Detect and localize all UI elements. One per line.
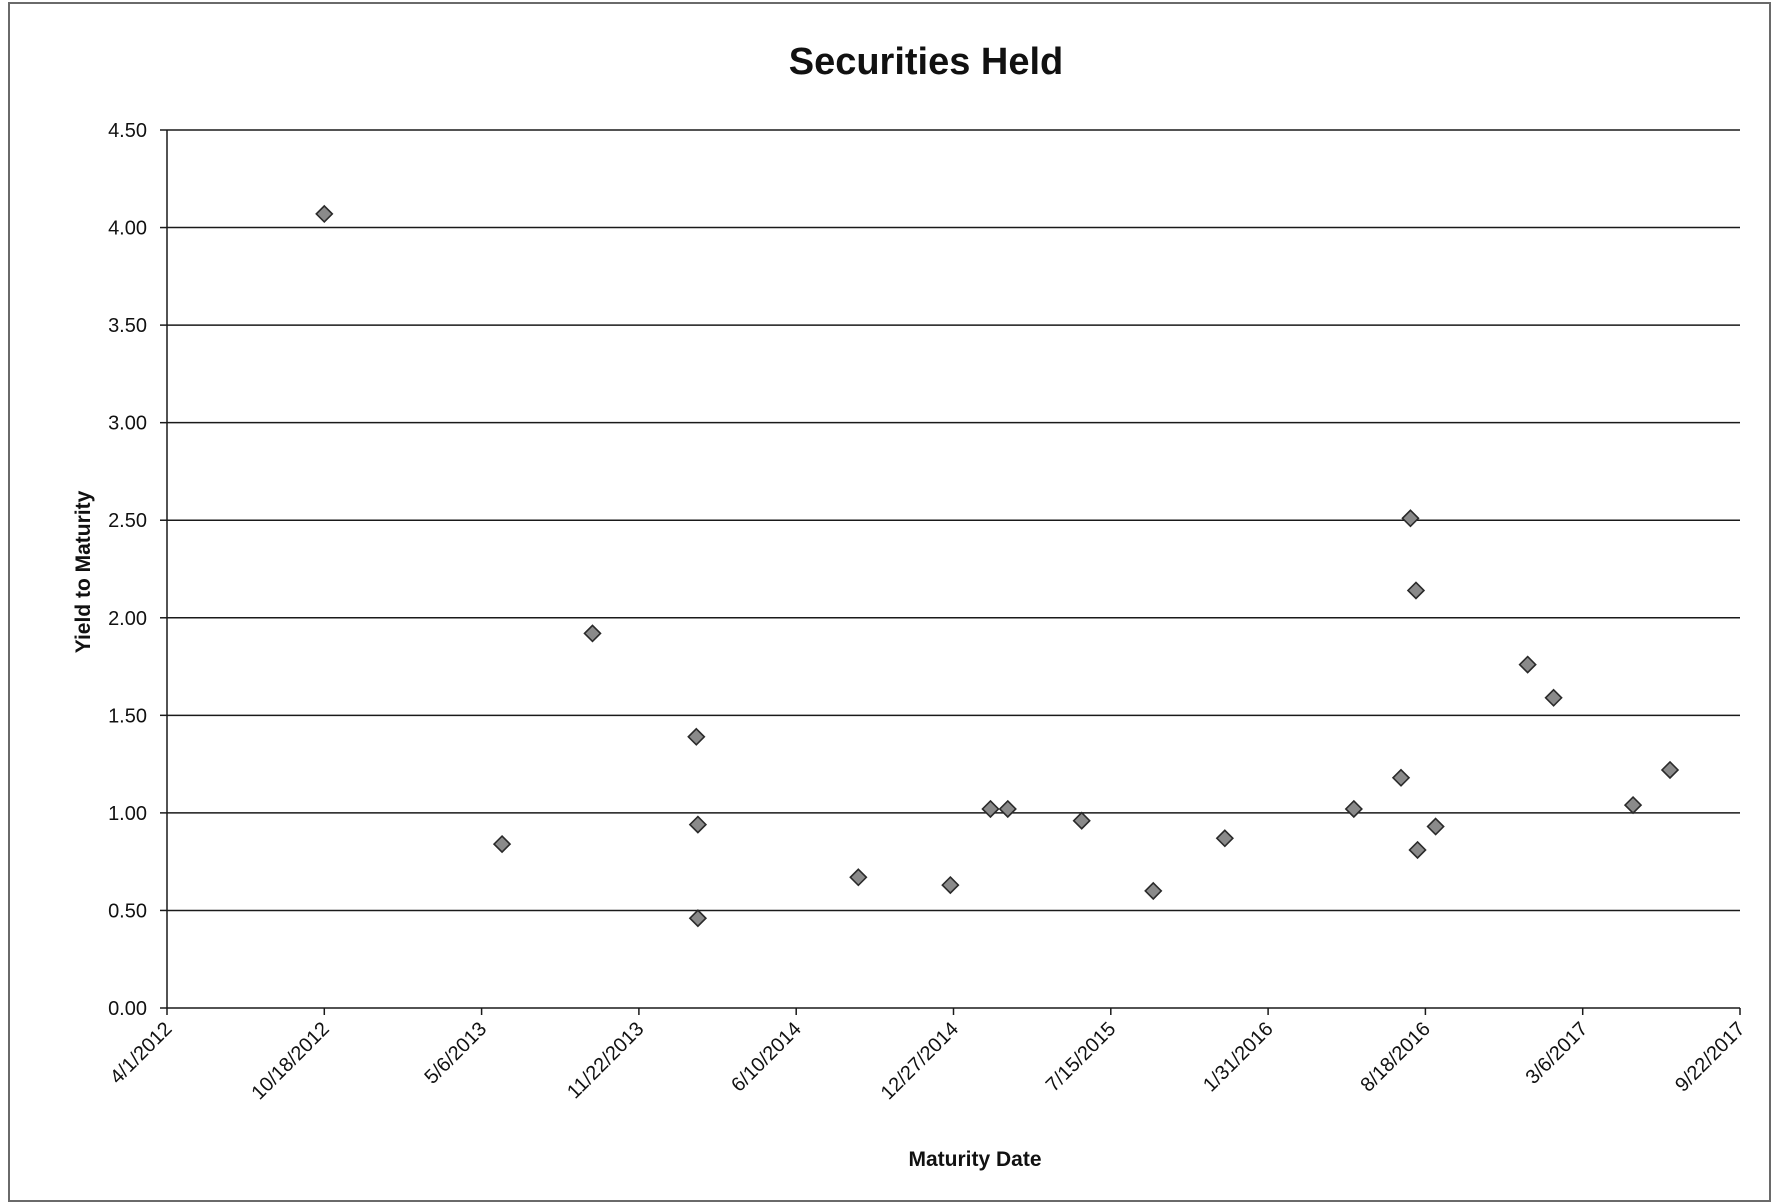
x-tick-label: 9/22/2017 xyxy=(1671,1018,1749,1096)
data-point xyxy=(688,815,708,834)
x-tick-label: 8/18/2016 xyxy=(1356,1018,1434,1096)
y-axis-title: Yield to Maturity xyxy=(72,490,95,653)
y-tick-label: 4.00 xyxy=(108,218,147,240)
data-point xyxy=(849,868,868,887)
x-tick-label: 10/18/2012 xyxy=(247,1018,333,1104)
y-tick-label: 1.50 xyxy=(108,705,147,727)
data-point xyxy=(583,624,602,643)
data-point xyxy=(1518,655,1537,674)
data-point xyxy=(941,875,960,895)
data-point xyxy=(315,204,334,224)
y-tick-label: 2.50 xyxy=(108,510,147,532)
y-tick-label: 0.00 xyxy=(108,998,147,1020)
data-point xyxy=(1623,795,1643,815)
data-point xyxy=(688,909,708,928)
y-tick-label: 3.50 xyxy=(108,315,147,337)
x-tick-label: 12/27/2014 xyxy=(877,1018,963,1104)
data-point xyxy=(998,799,1017,819)
data-point xyxy=(1426,817,1445,836)
data-point xyxy=(492,834,512,854)
y-tick-label: 1.00 xyxy=(108,803,147,825)
chart-frame xyxy=(8,2,1771,1202)
data-point xyxy=(1344,799,1363,819)
chart-title: Securities Held xyxy=(789,41,1064,83)
gridlines xyxy=(167,129,1740,912)
x-tick-label: 4/1/2012 xyxy=(106,1018,177,1089)
x-tick-label: 3/6/2017 xyxy=(1522,1018,1593,1089)
data-point xyxy=(1660,760,1680,780)
data-point xyxy=(1215,829,1234,848)
data-point xyxy=(1544,688,1563,707)
data-point xyxy=(1072,811,1091,830)
data-point xyxy=(981,799,1000,819)
data-point xyxy=(687,727,706,746)
y-tick-label: 4.50 xyxy=(108,120,147,142)
y-tick-label: 2.00 xyxy=(108,608,147,630)
x-tick-label: 1/31/2016 xyxy=(1199,1018,1277,1096)
x-axis-title: Maturity Date xyxy=(908,1148,1041,1171)
x-axis-ticks: 4/1/2012 10/18/2012 5/6/2013 11/22/2013 6/10… xyxy=(106,1008,1750,1104)
x-tick-label: 6/10/2014 xyxy=(727,1018,805,1096)
data-point xyxy=(1406,581,1426,600)
x-tick-label: 7/15/2015 xyxy=(1042,1018,1120,1096)
x-tick-label: 5/6/2013 xyxy=(421,1018,492,1089)
data-point xyxy=(1391,768,1411,787)
y-tick-label: 3.00 xyxy=(108,413,147,435)
data-point xyxy=(1401,509,1420,528)
x-tick-label: 11/22/2013 xyxy=(563,1018,648,1103)
data-point xyxy=(1408,840,1427,860)
data-point xyxy=(1144,881,1163,901)
y-tick-label: 0.50 xyxy=(108,900,147,922)
y-axis-ticks: 0.00 0.50 1.00 1.50 2.00 2.50 3.00 3.50 4.00 4.50 xyxy=(108,120,167,1020)
data-points xyxy=(315,204,1680,928)
